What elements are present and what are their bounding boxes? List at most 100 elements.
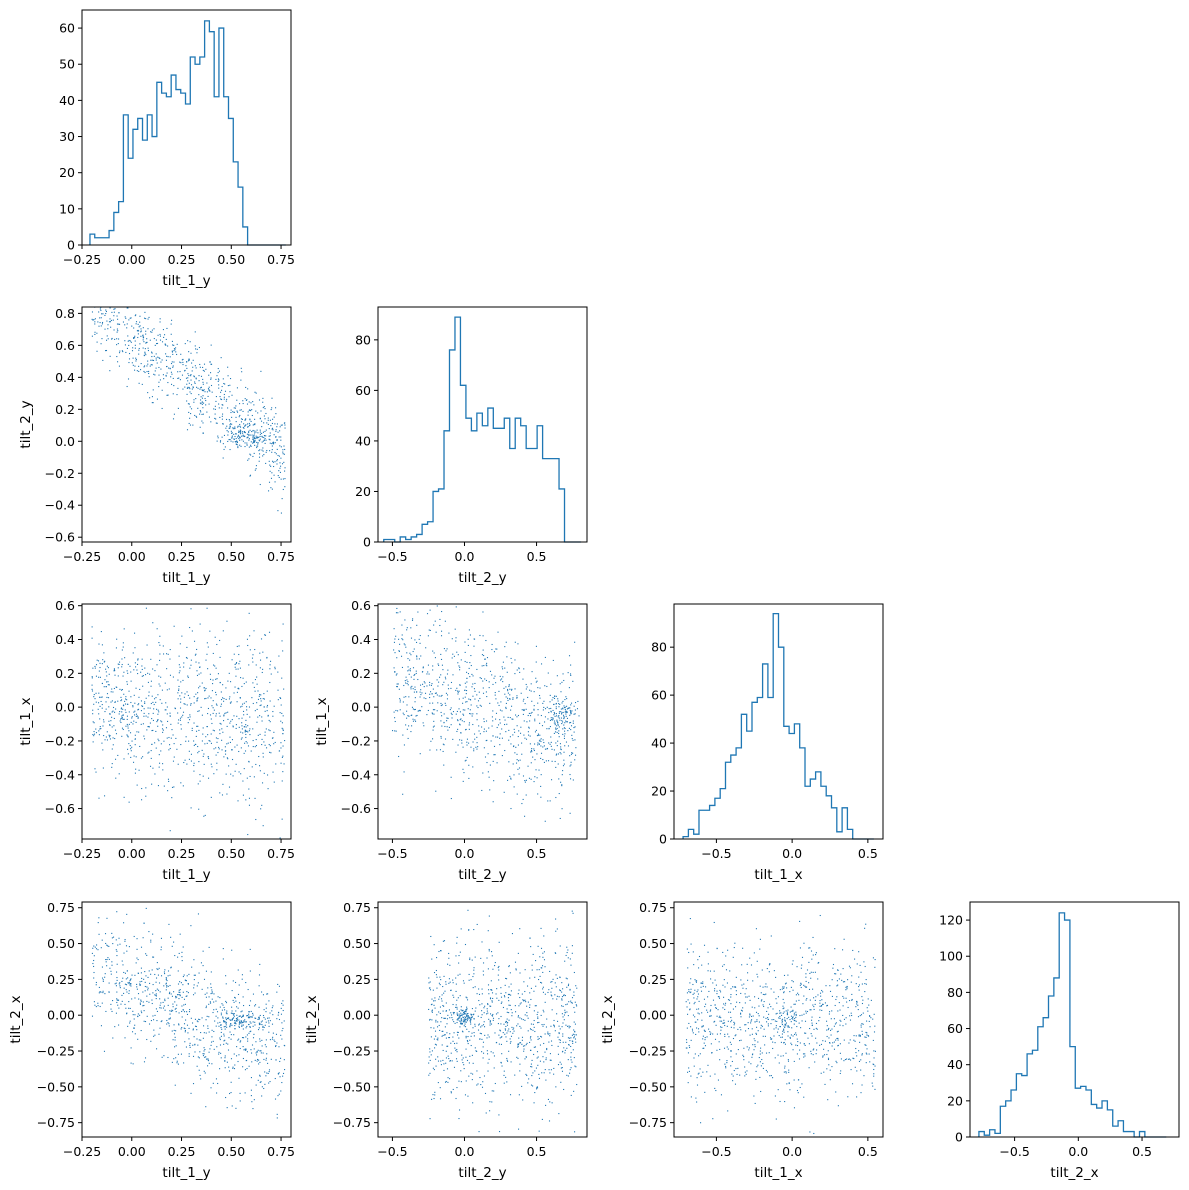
scatter-point [443,992,445,994]
scatter-point [186,1011,188,1013]
scatter-point [269,439,271,441]
scatter-point [103,795,106,797]
scatter-point [108,673,110,675]
scatter-point [510,689,513,691]
scatter-point [181,692,183,694]
scatter-point [461,1054,463,1056]
scatter-point [497,736,499,738]
scatter-point [188,719,191,721]
scatter-point [183,761,185,764]
scatter-point [513,786,515,788]
scatter-point [193,959,195,961]
scatter-point [143,1061,146,1063]
scatter-point [135,768,137,770]
scatter-point [205,687,207,690]
scatter-point [225,1002,228,1004]
scatter-point [519,671,521,673]
scatter-point [443,713,445,715]
scatter-point [125,711,127,713]
scatter-point [563,730,566,732]
scatter-point [232,1014,235,1016]
scatter-point [435,1021,437,1023]
scatter-point [472,695,474,697]
scatter-point [181,1027,183,1029]
scatter-point [525,1001,527,1003]
scatter-point [156,343,158,345]
scatter-point [448,978,450,980]
scatter-point [244,729,246,731]
scatter-point [219,682,221,684]
scatter-point [97,660,100,662]
scatter-point [243,752,245,754]
scatter-point [553,1026,555,1028]
scatter-point [252,702,254,705]
scatter-point [270,1058,272,1060]
scatter-point [170,1010,172,1012]
scatter-point [550,683,552,685]
scatter-point [254,1021,256,1023]
scatter-point [110,720,112,722]
scatter-point [503,687,505,689]
scatter-point [126,683,128,685]
scatter-point [394,652,396,654]
scatter-point [561,713,563,715]
histogram-bar [205,21,210,245]
scatter-point [458,708,460,710]
scatter-point [277,475,279,477]
scatter-point [540,663,543,665]
scatter-point [522,999,524,1001]
scatter-point [187,1032,189,1034]
scatter-point [162,769,164,771]
x-tick-label: 0.25 [168,1144,196,1159]
scatter-point [136,330,138,332]
scatter-point [165,989,167,991]
scatter-point [570,704,572,706]
scatter-point [128,711,130,713]
scatter-point [557,1045,559,1047]
scatter-point [432,726,434,728]
scatter-point [248,446,250,448]
scatter-point [523,698,525,700]
scatter-point [244,1092,246,1094]
scatter-point [220,398,223,401]
scatter-point [209,361,211,363]
scatter-point [139,984,141,986]
scatter-point [159,1007,161,1009]
scatter-point [282,623,284,625]
scatter-point [263,1058,265,1061]
scatter-point [415,641,418,643]
scatter-point [263,1087,265,1090]
histogram-bar [752,702,757,839]
scatter-point [438,1024,440,1027]
scatter-point [258,1017,260,1019]
scatter-point [161,728,164,730]
scatter-point [197,407,199,409]
scatter-point [517,952,519,954]
scatter-point [274,442,276,444]
scatter-point [447,684,449,686]
scatter-point [138,370,140,372]
scatter-point [403,771,405,773]
scatter-point [279,1060,281,1063]
scatter-point [142,1005,144,1007]
scatter-point [513,1030,515,1032]
scatter-point [130,978,132,980]
scatter-point [101,338,103,340]
scatter-point [225,687,227,689]
scatter-point [230,720,232,722]
scatter-point [165,977,168,979]
scatter-point [553,1073,555,1075]
scatter-point [427,709,429,712]
scatter-point [266,774,269,776]
scatter-point [499,737,501,739]
scatter-point [560,1063,562,1065]
scatter-point [160,368,162,370]
scatter-point [210,363,212,365]
scatter-point [190,1092,192,1094]
scatter-point [282,453,284,455]
scatter-point [435,1065,437,1067]
scatter-point [398,650,400,652]
scatter-point [236,410,238,412]
scatter-point [165,338,167,340]
scatter-point [113,329,115,331]
